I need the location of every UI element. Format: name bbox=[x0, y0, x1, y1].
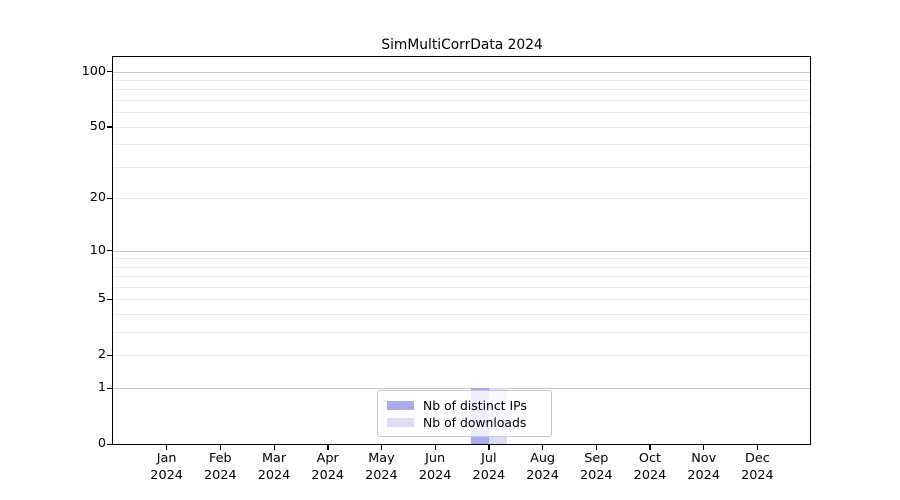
x-tick-label: Feb 2024 bbox=[204, 451, 237, 483]
gridline-minor bbox=[113, 79, 810, 81]
x-tick-label: Jan 2024 bbox=[150, 451, 183, 483]
legend-label-distinct-ips: Nb of distinct IPs bbox=[423, 397, 527, 413]
x-tick-mark bbox=[273, 445, 275, 450]
gridline-minor bbox=[113, 144, 810, 146]
y-tick-mark bbox=[107, 387, 112, 389]
gridline-minor bbox=[113, 198, 810, 200]
gridline-minor bbox=[113, 266, 810, 268]
gridline-minor bbox=[113, 286, 810, 288]
y-tick-label: 2 bbox=[97, 347, 106, 363]
y-tick-mark bbox=[107, 250, 112, 252]
x-tick-label: May 2024 bbox=[365, 451, 398, 483]
x-tick-mark bbox=[595, 445, 598, 450]
x-tick-label: Oct 2024 bbox=[633, 451, 667, 483]
x-tick-mark bbox=[703, 445, 705, 450]
x-tick-mark bbox=[649, 445, 651, 450]
legend-item-distinct-ips: Nb of distinct IPs bbox=[387, 397, 542, 413]
x-tick-mark bbox=[542, 445, 544, 450]
gridline-minor bbox=[113, 112, 810, 114]
y-tick-mark bbox=[107, 298, 112, 301]
y-tick-label: 10 bbox=[89, 242, 106, 258]
x-tick-label: Nov 2024 bbox=[687, 451, 720, 483]
x-tick-label: Jun 2024 bbox=[418, 451, 452, 483]
y-tick-label: 1 bbox=[97, 380, 106, 396]
gridline-minor bbox=[113, 258, 810, 260]
y-tick-label: 20 bbox=[89, 190, 106, 206]
x-tick-label: Jul 2024 bbox=[472, 451, 506, 483]
gridline-major bbox=[113, 250, 810, 252]
gridline-major bbox=[113, 388, 810, 390]
gridline-major bbox=[113, 71, 810, 73]
y-tick-mark bbox=[107, 126, 112, 128]
x-tick-mark bbox=[327, 445, 329, 450]
x-tick-mark bbox=[434, 445, 436, 450]
gridline-minor bbox=[113, 126, 810, 128]
x-tick-label: Aug 2024 bbox=[526, 451, 559, 483]
x-tick-label: Mar 2024 bbox=[257, 451, 291, 483]
x-tick-label: Apr 2024 bbox=[311, 451, 344, 483]
legend-swatch-downloads bbox=[387, 417, 414, 427]
gridline-minor bbox=[113, 276, 810, 278]
x-tick-mark bbox=[756, 445, 759, 450]
gridline-minor bbox=[113, 100, 810, 102]
legend-swatch-distinct-ips bbox=[387, 400, 414, 410]
y-tick-label: 100 bbox=[81, 63, 106, 79]
x-tick-label: Dec 2024 bbox=[741, 451, 774, 483]
y-tick-mark bbox=[107, 197, 112, 200]
plot-area bbox=[112, 56, 811, 445]
y-tick-label: 5 bbox=[97, 291, 106, 307]
chart-title: SimMultiCorrData 2024 bbox=[381, 37, 543, 53]
y-tick-mark bbox=[107, 71, 112, 73]
x-tick-mark bbox=[488, 445, 490, 450]
legend-item-downloads: Nb of downloads bbox=[387, 414, 542, 430]
y-tick-mark bbox=[107, 354, 112, 357]
y-tick-label: 0 bbox=[97, 436, 106, 451]
x-tick-mark bbox=[219, 445, 222, 450]
gridline-minor bbox=[113, 332, 810, 334]
gridline-minor bbox=[113, 166, 810, 168]
y-tick-mark bbox=[107, 443, 112, 445]
legend-label-downloads: Nb of downloads bbox=[423, 414, 527, 430]
y-tick-label: 50 bbox=[89, 118, 106, 134]
x-tick-mark bbox=[380, 445, 383, 450]
gridline-minor bbox=[113, 89, 810, 91]
legend: Nb of distinct IPs Nb of downloads bbox=[377, 390, 552, 437]
x-tick-label: Sep 2024 bbox=[579, 451, 613, 483]
gridline-minor bbox=[113, 314, 810, 316]
x-tick-mark bbox=[166, 445, 168, 450]
gridline-minor bbox=[113, 355, 810, 357]
gridline-minor bbox=[113, 299, 810, 301]
